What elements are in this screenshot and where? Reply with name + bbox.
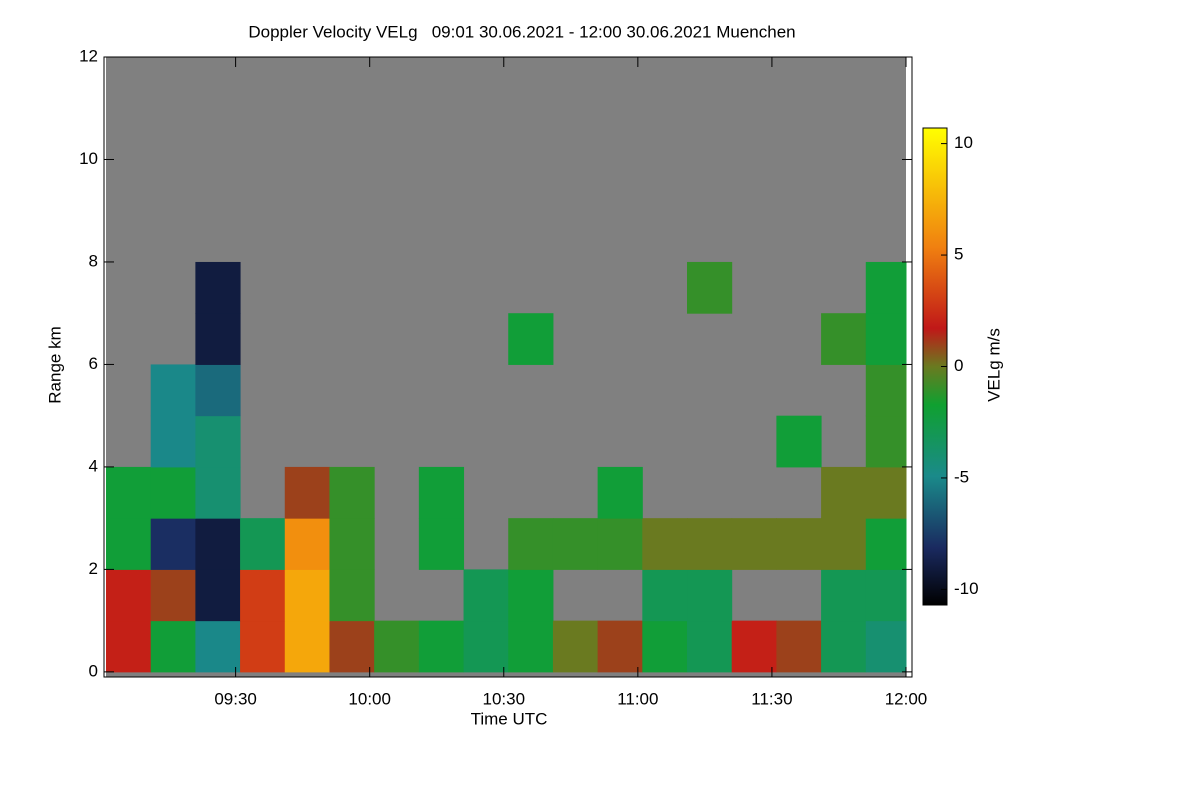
heatmap-cell (865, 518, 907, 570)
heatmap-cell (642, 620, 688, 673)
colorbar-tick-label: -10 (954, 579, 979, 598)
heatmap-cell (865, 620, 907, 673)
heatmap-cell (552, 620, 599, 673)
heatmap-cell (821, 620, 867, 673)
heatmap-cell (821, 466, 867, 519)
heatmap-cell (150, 518, 196, 570)
heatmap-cell (329, 466, 375, 519)
heatmap-cell (731, 518, 777, 570)
heatmap-cell (150, 364, 196, 417)
x-tick-label: 11:30 (751, 689, 792, 708)
heatmap-cell (195, 415, 241, 468)
heatmap-cell (865, 569, 907, 622)
heatmap-cell (508, 620, 554, 673)
heatmap-cell (508, 313, 554, 365)
heatmap-cell (150, 620, 196, 673)
y-tick-label: 6 (89, 354, 98, 373)
heatmap-cell (552, 518, 599, 570)
colorbar-tick-label: 10 (954, 133, 973, 152)
y-tick-label: 0 (89, 661, 98, 680)
heatmap-cell (329, 518, 375, 570)
y-tick-label: 10 (79, 149, 98, 168)
heatmap-cell (776, 620, 822, 673)
heatmap-cell (463, 620, 509, 673)
heatmap-cell (195, 313, 241, 365)
heatmap-cell (374, 620, 420, 673)
y-axis-label: Range km (45, 326, 64, 403)
heatmap-cell (240, 569, 286, 622)
heatmap-cell (821, 569, 867, 622)
heatmap-cell (195, 569, 241, 622)
heatmap-cell (284, 620, 330, 673)
heatmap-cell (821, 313, 867, 365)
heatmap-cell (821, 518, 867, 570)
colorbar-tick-label: -5 (954, 467, 969, 486)
plot-frame (103, 56, 913, 678)
heatmap-cell (150, 466, 196, 519)
heatmap-cell (776, 518, 822, 570)
heatmap-cell (865, 313, 907, 365)
heatmap-cell (284, 518, 330, 570)
heatmap-cell (195, 261, 241, 314)
colorbar-label: VELg m/s (984, 328, 1003, 402)
heatmap-cell (329, 569, 375, 622)
heatmap-cell (687, 620, 733, 673)
x-tick-label: 10:30 (482, 689, 525, 708)
heatmap-cell (195, 466, 241, 519)
heatmap-cell (642, 569, 688, 622)
heatmap-cell (106, 620, 152, 673)
heatmap-cell (329, 620, 375, 673)
x-tick-label: 09:30 (214, 689, 257, 708)
x-axis-label: Time UTC (471, 709, 548, 728)
y-tick-label: 2 (89, 559, 98, 578)
heatmap-cell (463, 569, 509, 622)
heatmap-cell (195, 518, 241, 570)
heatmap-cell (418, 518, 465, 570)
heatmap-cell (418, 466, 465, 519)
heatmap-cell (508, 569, 554, 622)
heatmap-cell (687, 569, 733, 622)
heatmap-cell (865, 415, 907, 468)
x-tick-label: 11:00 (617, 689, 658, 708)
heatmap-cell (597, 518, 643, 570)
heatmap-cell (106, 518, 152, 570)
heatmap-cell (597, 466, 643, 519)
heatmap-cell (240, 620, 286, 673)
heatmap-cell (240, 518, 286, 570)
heatmap-cell (865, 364, 907, 417)
heatmap-cell (418, 620, 465, 673)
colorbar-tick-label: 5 (954, 245, 963, 264)
heatmap-cell (508, 518, 554, 570)
x-tick-label: 10:00 (348, 689, 391, 708)
y-tick-label: 4 (89, 456, 98, 475)
heatmap-cell (865, 261, 907, 314)
heatmap-cell (106, 466, 152, 519)
heatmap-cell (731, 620, 777, 673)
heatmap-cell (195, 364, 241, 417)
y-tick-label: 8 (89, 251, 98, 270)
heatmap-cell (150, 569, 196, 622)
y-tick-label: 12 (79, 46, 98, 65)
heatmap-cell (284, 466, 330, 519)
heatmap-cell (776, 415, 822, 468)
heatmap-cell (150, 415, 196, 468)
heatmap-cell (195, 620, 241, 673)
colorbar-tick-label: 0 (954, 356, 963, 375)
heatmap-cell (106, 569, 152, 622)
heatmap-cell (687, 518, 733, 570)
x-tick-label: 12:00 (885, 689, 928, 708)
heatmap-cell (642, 518, 688, 570)
heatmap-cell (687, 261, 733, 314)
heatmap-cell (284, 569, 330, 622)
heatmap-cell (597, 620, 643, 673)
heatmap-cell (865, 466, 907, 519)
chart-title: Doppler Velocity VELg 09:01 30.06.2021 -… (248, 22, 795, 41)
